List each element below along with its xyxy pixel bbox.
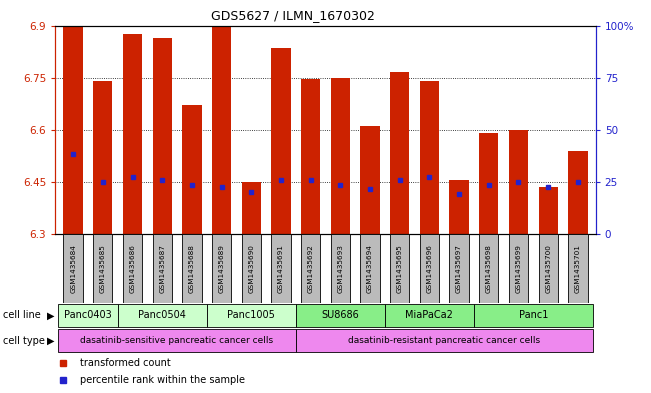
Bar	[64, 27, 83, 234]
Text: GSM1435690: GSM1435690	[248, 244, 255, 293]
Bar	[479, 133, 499, 234]
Text: cell type: cell type	[3, 336, 45, 346]
Bar	[568, 151, 587, 234]
Bar	[242, 182, 261, 234]
Bar	[296, 329, 592, 353]
Bar	[182, 234, 202, 303]
Bar	[59, 329, 296, 353]
Bar	[93, 234, 113, 303]
Text: GSM1435685: GSM1435685	[100, 244, 106, 293]
Bar	[271, 48, 290, 234]
Bar	[152, 234, 172, 303]
Text: GSM1435693: GSM1435693	[337, 244, 343, 293]
Text: GSM1435697: GSM1435697	[456, 244, 462, 293]
Text: GSM1435696: GSM1435696	[426, 244, 432, 293]
Bar	[509, 130, 528, 234]
Text: SU8686: SU8686	[322, 310, 359, 320]
Text: GDS5627 / ILMN_1670302: GDS5627 / ILMN_1670302	[211, 9, 375, 22]
Text: GSM1435684: GSM1435684	[70, 244, 76, 293]
Text: GSM1435688: GSM1435688	[189, 244, 195, 293]
Text: GSM1435700: GSM1435700	[545, 244, 551, 293]
Text: transformed count: transformed count	[79, 358, 171, 367]
Text: GSM1435694: GSM1435694	[367, 244, 373, 293]
Bar	[420, 81, 439, 234]
Bar	[301, 79, 320, 234]
Bar	[390, 234, 409, 303]
Bar	[474, 304, 592, 327]
Bar	[449, 234, 469, 303]
Bar	[212, 234, 231, 303]
Bar	[59, 304, 118, 327]
Text: cell line: cell line	[3, 310, 41, 320]
Bar	[385, 304, 474, 327]
Text: GSM1435695: GSM1435695	[396, 244, 403, 293]
Bar	[123, 234, 142, 303]
Bar	[568, 234, 587, 303]
Bar	[331, 78, 350, 234]
Text: Panc0504: Panc0504	[138, 310, 186, 320]
Text: percentile rank within the sample: percentile rank within the sample	[79, 375, 245, 385]
Text: ▶: ▶	[47, 310, 55, 320]
Text: Panc1: Panc1	[519, 310, 548, 320]
Text: dasatinib-sensitive pancreatic cancer cells: dasatinib-sensitive pancreatic cancer ce…	[81, 336, 273, 345]
Bar	[538, 187, 558, 234]
Bar	[118, 304, 207, 327]
Text: GSM1435701: GSM1435701	[575, 244, 581, 293]
Bar	[296, 304, 385, 327]
Bar	[449, 180, 469, 234]
Bar	[301, 234, 320, 303]
Bar	[212, 24, 231, 234]
Bar	[182, 105, 202, 234]
Bar	[361, 126, 380, 234]
Text: dasatinib-resistant pancreatic cancer cells: dasatinib-resistant pancreatic cancer ce…	[348, 336, 540, 345]
Text: ▶: ▶	[47, 336, 55, 346]
Text: GSM1435689: GSM1435689	[219, 244, 225, 293]
Bar	[152, 38, 172, 234]
Bar	[509, 234, 528, 303]
Text: MiaPaCa2: MiaPaCa2	[406, 310, 453, 320]
Text: GSM1435699: GSM1435699	[516, 244, 521, 293]
Text: GSM1435687: GSM1435687	[159, 244, 165, 293]
Bar	[64, 234, 83, 303]
Text: Panc0403: Panc0403	[64, 310, 112, 320]
Text: GSM1435691: GSM1435691	[278, 244, 284, 293]
Bar	[123, 34, 142, 234]
Bar	[271, 234, 290, 303]
Bar	[331, 234, 350, 303]
Bar	[242, 234, 261, 303]
Text: Panc1005: Panc1005	[227, 310, 275, 320]
Bar	[538, 234, 558, 303]
Bar	[390, 72, 409, 234]
Bar	[93, 81, 113, 234]
Bar	[361, 234, 380, 303]
Bar	[420, 234, 439, 303]
Text: GSM1435698: GSM1435698	[486, 244, 492, 293]
Bar	[479, 234, 499, 303]
Text: GSM1435686: GSM1435686	[130, 244, 135, 293]
Bar	[207, 304, 296, 327]
Text: GSM1435692: GSM1435692	[308, 244, 314, 293]
